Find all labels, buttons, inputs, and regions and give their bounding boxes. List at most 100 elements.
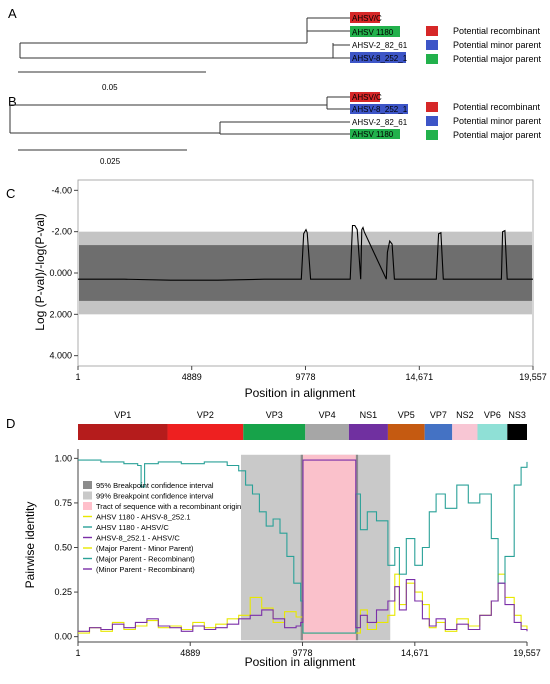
gene-block-2 <box>243 424 306 440</box>
chart-d-ylabel: Pairwise identity <box>23 502 37 589</box>
chart-d-xtick-label-3: 14,671 <box>401 648 429 658</box>
gene-label-6: VP7 <box>430 410 447 420</box>
gene-block-0 <box>78 424 168 440</box>
legend-b-swatch-major <box>426 130 438 140</box>
chart-c-xtick-label-2: 9778 <box>295 372 315 382</box>
legend-b-major: Potential major parent <box>453 130 542 140</box>
legend-d-label-4: AHSV 1180 - AHSV/C <box>96 523 169 532</box>
panel-d: D Pairwise identity Position in alignmen… <box>6 410 541 669</box>
chart-c-ytick-label-3: 2.000 <box>49 309 72 319</box>
chart-c-xtick-label-1: 4889 <box>182 372 202 382</box>
tree-b-branches <box>9 96 350 151</box>
gene-label-0: VP1 <box>114 410 131 420</box>
legend-b-minor: Potential minor parent <box>453 116 542 126</box>
gene-label-9: NS3 <box>508 410 526 420</box>
chart-c-xtick-label-3: 14,671 <box>406 372 434 382</box>
legend-d-swatch-0 <box>83 481 92 489</box>
legend-d-label-1: 99% Breakpoint confidence interval <box>96 492 214 501</box>
legend-d-label-6: (Major Parent - Minor Parent) <box>96 544 194 553</box>
chart-d-xtick-label-4: 19,557 <box>513 648 541 658</box>
legend-b-swatch-minor <box>426 116 438 126</box>
chart-c-ytick-label-0: -4.00 <box>51 185 72 195</box>
chart-d-ytick-label-2: 0.50 <box>54 543 72 553</box>
tree-a-scale-label: 0.05 <box>102 83 118 92</box>
chart-d-series-line-2 <box>78 459 528 632</box>
gene-label-4: NS1 <box>360 410 378 420</box>
gene-block-3 <box>305 424 349 440</box>
tree-b-leaf-bg-1 <box>350 104 408 114</box>
chart-d-xlabel: Position in alignment <box>245 655 356 669</box>
chart-c-series-line-0 <box>78 224 533 281</box>
chart-d-region-95ci-2 <box>355 454 359 641</box>
chart-d-ytick-label-4: 1.00 <box>54 453 72 463</box>
legend-d-label-7: (Major Parent - Recombinant) <box>96 555 195 564</box>
chart-d-xtick-label-2: 9778 <box>292 648 312 658</box>
tree-a-leaf-0: AHSV/C <box>352 14 382 23</box>
gene-block-8 <box>477 424 508 440</box>
gene-label-5: VP5 <box>398 410 415 420</box>
panel-label-a: A <box>8 6 17 21</box>
gene-block-7 <box>452 424 478 440</box>
gene-block-5 <box>387 424 425 440</box>
tree-b-leaf-1: AHSV-8_252_1 <box>352 105 408 114</box>
panel-label-d: D <box>6 416 15 431</box>
tree-b-leaf-bg-3 <box>350 129 400 139</box>
legend-a-swatch-minor <box>426 40 438 50</box>
gene-block-9 <box>507 424 527 440</box>
tree-b-leaf-3: AHSV 1180 <box>352 130 394 139</box>
chart-c-ylabel: Log (P-val)/-log(P-val) <box>33 213 47 330</box>
tree-b-leaf-bg-0 <box>350 92 380 102</box>
chart-c-band-1 <box>79 245 532 301</box>
legend-a-swatch-recombinant <box>426 26 438 36</box>
legend-d-swatch-2 <box>83 502 92 510</box>
tree-a-leaf-bg-3 <box>350 52 406 63</box>
tree-a-leaf-bg-1 <box>350 26 400 37</box>
legend-d-label-8: (Minor Parent - Recombinant) <box>96 565 195 574</box>
legend-a-minor: Potential minor parent <box>453 40 542 50</box>
tree-b-leaf-0: AHSV/C <box>352 93 382 102</box>
panel-c: C Log (P-val)/-log(P-val) Position in al… <box>6 179 547 400</box>
legend-d-label-5: AHSV-8_252.1 - AHSV/C <box>96 534 180 543</box>
chart-c-xtick-label-0: 1 <box>75 372 80 382</box>
gene-block-1 <box>167 424 244 440</box>
gene-label-1: VP2 <box>197 410 214 420</box>
chart-c-xlabel: Position in alignment <box>245 386 356 400</box>
legend-d-label-3: AHSV 1180 - AHSV-8_252.1 <box>96 513 191 522</box>
chart-d-ytick-label-0: 0.00 <box>54 632 72 642</box>
tree-a-branches <box>18 17 350 73</box>
chart-c-ytick-label-1: -2.00 <box>51 227 72 237</box>
legend-b-recombinant: Potential recombinant <box>453 102 541 112</box>
panel-label-c: C <box>6 186 15 201</box>
gene-block-4 <box>348 424 388 440</box>
legend-a-major: Potential major parent <box>453 54 542 64</box>
panel-label-b: B <box>8 94 17 109</box>
legend-d-swatch-1 <box>83 491 92 500</box>
gene-block-6 <box>424 424 453 440</box>
chart-c-ytick-label-4: 4.000 <box>49 351 72 361</box>
chart-d-xtick-label-1: 4889 <box>180 648 200 658</box>
chart-d-ytick-label-1: 0.25 <box>54 587 72 597</box>
chart-d-ytick-label-3: 0.75 <box>54 498 72 508</box>
chart-d-region-95ci-1 <box>300 454 303 641</box>
tree-a-leaf-2: AHSV-2_82_61 <box>352 41 408 50</box>
legend-a-swatch-major <box>426 54 438 64</box>
chart-c-ytick-label-2: 0.000 <box>49 268 72 278</box>
tree-a-leaf-1: AHSV 1180 <box>352 28 394 37</box>
gene-label-3: VP4 <box>319 410 336 420</box>
tree-a-leaf-bg-0 <box>350 12 380 23</box>
legend-d-label-2: Tract of sequence with a recombinant ori… <box>96 502 241 511</box>
chart-d-xtick-label-0: 1 <box>75 648 80 658</box>
gene-label-2: VP3 <box>266 410 283 420</box>
panel-a: A AHSV/C AHSV 1180 AHSV-2_82_61 AHSV-8_2… <box>8 6 542 92</box>
gene-label-8: VP6 <box>484 410 501 420</box>
legend-b-swatch-recombinant <box>426 102 438 112</box>
chart-d-series-line-1 <box>78 459 528 634</box>
tree-a-leaf-3: AHSV-8_252_1 <box>352 54 408 63</box>
tree-b-leaf-2: AHSV-2_82_61 <box>352 118 408 127</box>
chart-c-xtick-label-4: 19,557 <box>519 372 547 382</box>
legend-a-recombinant: Potential recombinant <box>453 26 541 36</box>
gene-label-7: NS2 <box>456 410 474 420</box>
chart-d-region-tract-3 <box>302 454 356 641</box>
legend-d-label-0: 95% Breakpoint confidence interval <box>96 481 214 490</box>
